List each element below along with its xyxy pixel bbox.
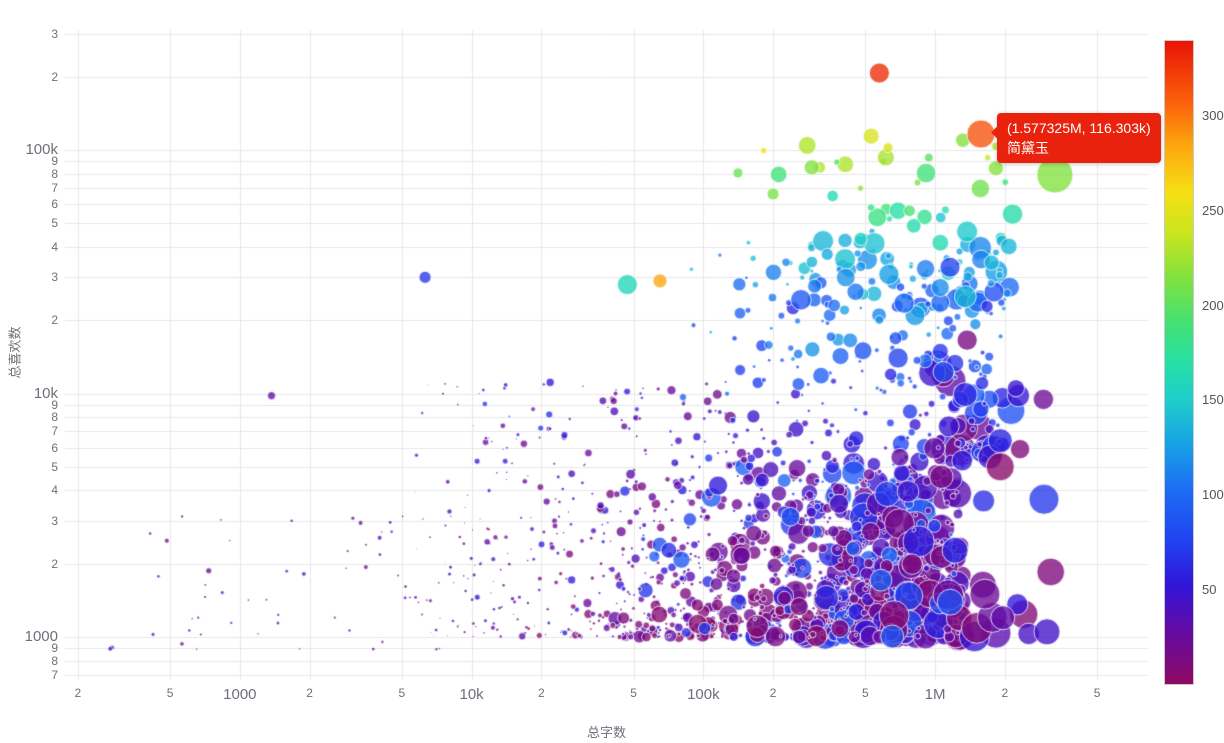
y-tick-label: 3 [51, 26, 58, 41]
y-tick-label: 5 [51, 459, 58, 474]
colorbar-tick-label: 150 [1202, 392, 1224, 408]
y-tick-label: 1000 [24, 628, 58, 645]
y-tick-label: 3 [51, 270, 58, 285]
y-tick-label: 9 [51, 397, 58, 412]
y-tick-label: 8 [51, 410, 58, 425]
colorbar-tick-label: 50 [1202, 582, 1217, 598]
y-tick-label: 7 [51, 424, 58, 439]
y-tick-label: 4 [51, 483, 58, 498]
colorbar[interactable]: 50 100 150 200 250 300 [1164, 40, 1224, 685]
y-tick-label: 3 [51, 513, 58, 528]
y-tick-label: 9 [51, 154, 58, 169]
y-tick-label: 100k [25, 140, 58, 158]
x-tick-label: 5 [166, 686, 174, 700]
y-tick-label: 6 [51, 440, 58, 455]
y-tick-label: 7 [51, 667, 58, 682]
x-tick-label: 2 [1001, 686, 1009, 700]
y-tick-label: 5 [51, 216, 58, 231]
tooltip: (1.577325M, 116.303k) 简黛玉 [991, 113, 1161, 164]
y-tick-label: 8 [51, 653, 58, 668]
x-tick-label: 100k [687, 686, 720, 703]
y-axis-title: 总喜欢数 [7, 326, 23, 379]
tooltip-coords: (1.577325M, 116.303k) [1006, 120, 1151, 137]
x-tick-label: 5 [398, 686, 406, 700]
x-tick-label: 2 [74, 686, 82, 700]
y-tick-label: 2 [51, 69, 58, 84]
colorbar-gradient[interactable] [1164, 40, 1194, 685]
colorbar-tick-label: 300 [1202, 107, 1224, 123]
colorbar-tick-label: 250 [1202, 202, 1224, 218]
x-tick-label: 5 [861, 686, 869, 700]
colorbar-tick-label: 200 [1202, 297, 1224, 313]
y-tick-label: 9 [51, 641, 58, 656]
x-tick-label: 2 [769, 686, 777, 700]
y-tick-label: 8 [51, 166, 58, 181]
x-tick-label: 5 [630, 686, 637, 700]
x-tick-label: 1M [924, 686, 946, 703]
x-tick-label: 1000 [223, 686, 257, 703]
x-tick-label: 2 [538, 686, 545, 700]
x-axis-title: 总字数 [586, 725, 626, 740]
x-tick-label: 2 [306, 686, 313, 700]
y-tick-label: 4 [51, 239, 58, 254]
y-tick-label: 10k [33, 384, 58, 402]
x-tick-label: 10k [459, 686, 484, 703]
y-tick-label: 2 [51, 313, 58, 328]
tooltip-title: 简黛玉 [1006, 140, 1049, 157]
x-tick-label: 5 [1093, 686, 1101, 700]
y-tick-label: 2 [51, 556, 58, 571]
y-tick-label: 6 [51, 197, 58, 211]
colorbar-tick-label: 100 [1202, 487, 1224, 503]
y-tick-label: 7 [51, 180, 58, 195]
